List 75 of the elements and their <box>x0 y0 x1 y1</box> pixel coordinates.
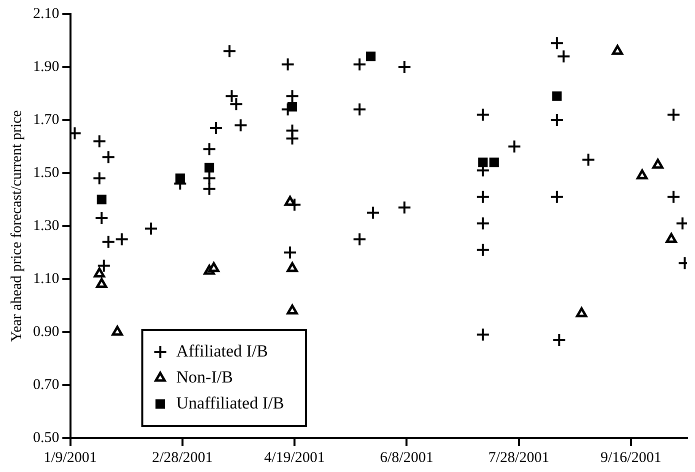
point <box>114 232 129 246</box>
point <box>552 91 562 101</box>
point <box>202 171 216 186</box>
point <box>96 278 108 288</box>
point <box>478 158 488 168</box>
point <box>476 190 490 204</box>
point <box>101 150 116 164</box>
point <box>202 182 216 196</box>
point <box>556 49 571 64</box>
point <box>476 328 490 342</box>
point <box>202 142 216 156</box>
point <box>285 89 300 104</box>
point <box>352 232 367 246</box>
point <box>476 108 490 122</box>
point <box>144 222 158 236</box>
point <box>286 262 298 272</box>
point <box>581 152 596 167</box>
point <box>96 258 111 273</box>
point <box>112 326 123 336</box>
legend-label: Non-I/B <box>176 367 233 386</box>
x-tick-label: 4/19/2001 <box>264 450 325 466</box>
point <box>476 242 490 257</box>
point <box>285 132 300 146</box>
point <box>101 234 116 249</box>
y-axis-title: Year ahead price forecast/current price <box>8 110 25 342</box>
point <box>352 57 367 72</box>
point <box>489 158 499 168</box>
point <box>204 162 214 172</box>
y-tick-label: 0.70 <box>33 376 60 393</box>
y-tick-label: 1.70 <box>33 112 60 128</box>
y-tick-label: 1.10 <box>33 270 60 287</box>
x-tick-label: 9/16/2001 <box>600 450 662 466</box>
point <box>576 307 588 318</box>
x-tick-label: 2/28/2001 <box>152 450 213 466</box>
point <box>397 60 412 74</box>
point <box>92 171 106 186</box>
point <box>666 108 681 122</box>
point <box>666 190 681 204</box>
point <box>96 194 106 204</box>
y-tick-label: 0.50 <box>33 430 60 446</box>
legend-label: Affiliated I/B <box>176 341 268 360</box>
point <box>666 233 677 243</box>
x-tick-label: 7/28/2001 <box>488 450 550 466</box>
point <box>550 190 564 204</box>
point <box>209 120 224 135</box>
point <box>476 216 490 230</box>
point <box>280 57 295 72</box>
point <box>234 118 248 132</box>
point <box>352 102 367 116</box>
point <box>288 198 302 212</box>
point <box>208 262 220 272</box>
y-tick-label: 1.50 <box>33 164 60 181</box>
point <box>286 304 298 315</box>
point <box>507 140 522 154</box>
point <box>397 200 412 214</box>
point <box>366 52 376 62</box>
point <box>366 206 380 220</box>
legend-label: Unaffiliated I/B <box>176 393 284 412</box>
x-tick-label: 6/8/2001 <box>380 450 434 466</box>
point <box>636 169 648 180</box>
point <box>550 113 564 127</box>
point <box>94 267 105 278</box>
point <box>552 332 566 347</box>
y-tick-label: 1.90 <box>33 58 60 75</box>
y-tick-label: 2.10 <box>33 6 60 22</box>
point <box>94 211 109 226</box>
y-tick-label: 0.90 <box>33 324 60 340</box>
point <box>550 36 564 50</box>
point <box>222 44 236 58</box>
point <box>92 134 106 148</box>
y-tick-label: 1.30 <box>33 218 60 234</box>
point <box>652 158 664 169</box>
point <box>612 44 624 55</box>
x-tick-label: 1/9/2001 <box>44 450 97 466</box>
point <box>283 246 298 260</box>
